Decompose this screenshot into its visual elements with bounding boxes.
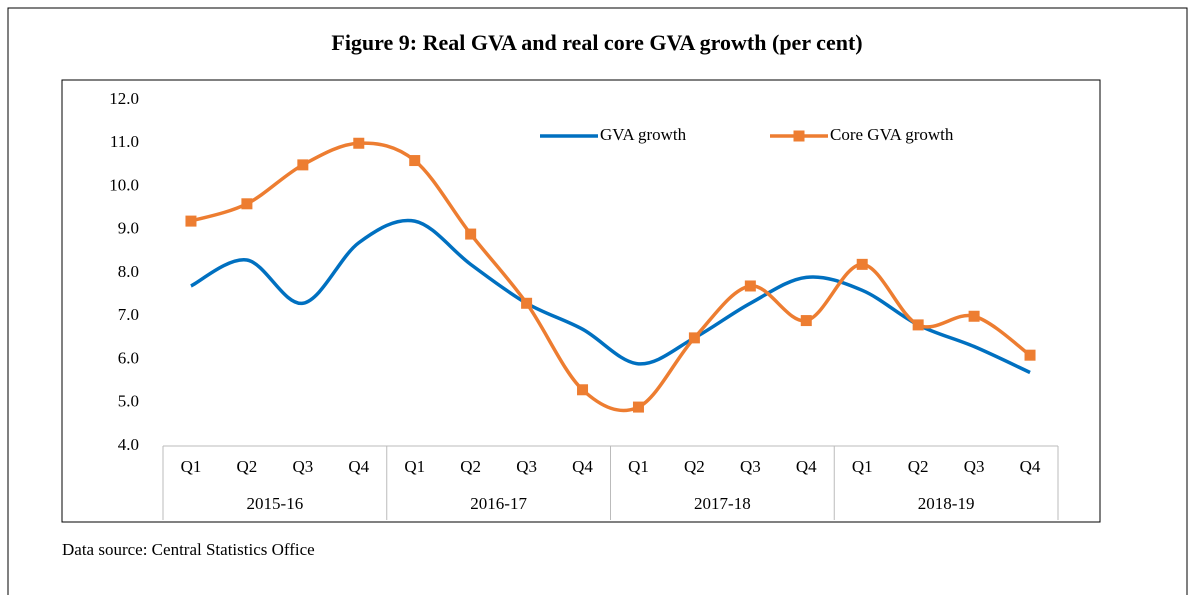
- x-tick-label: Q3: [516, 457, 537, 476]
- y-tick-label: 7.0: [118, 305, 139, 324]
- legend-marker: [793, 130, 805, 142]
- point-marker: [521, 297, 533, 309]
- y-tick-label: 12.0: [109, 89, 139, 108]
- chart-box: [61, 79, 1101, 523]
- x-tick-label: Q3: [740, 457, 761, 476]
- group-label: 2017-18: [694, 494, 751, 513]
- point-marker: [744, 280, 756, 292]
- legend-label: Core GVA growth: [830, 125, 954, 144]
- x-tick-label: Q4: [348, 457, 369, 476]
- y-tick-label: 8.0: [118, 262, 139, 281]
- point-marker: [912, 319, 924, 331]
- x-tick-label: Q3: [292, 457, 313, 476]
- source: Data source: Central Statistics Office: [62, 540, 315, 559]
- point-marker: [409, 155, 421, 167]
- legend-label: GVA growth: [600, 125, 687, 144]
- point-marker: [465, 228, 477, 240]
- point-marker: [577, 384, 589, 396]
- x-tick-label: Q1: [404, 457, 425, 476]
- series-line: [190, 141, 1032, 413]
- group-label: 2015-16: [247, 494, 304, 513]
- series-line: [190, 218, 1031, 375]
- y-tick-label: 5.0: [118, 392, 139, 411]
- x-tick-label: Q1: [181, 457, 202, 476]
- x-tick-label: Q2: [908, 457, 929, 476]
- point-marker: [800, 315, 812, 327]
- group-label: 2018-19: [918, 494, 975, 513]
- point-marker: [688, 332, 700, 344]
- x-tick-label: Q2: [684, 457, 705, 476]
- group-label: 2016-17: [470, 494, 527, 513]
- x-tick-label: Q2: [237, 457, 258, 476]
- point-marker: [185, 215, 197, 227]
- point-marker: [241, 198, 253, 210]
- x-tick-label: Q4: [796, 457, 817, 476]
- point-marker: [968, 310, 980, 322]
- y-tick-label: 9.0: [118, 219, 139, 238]
- x-tick-label: Q1: [852, 457, 873, 476]
- frame: [7, 7, 1188, 595]
- point-marker: [297, 159, 309, 171]
- point-marker: [856, 258, 868, 270]
- y-tick-label: 11.0: [110, 132, 139, 151]
- chart-title: Figure 9: Real GVA and real core GVA gro…: [331, 30, 862, 55]
- point-marker: [632, 401, 644, 413]
- y-tick-label: 10.0: [109, 175, 139, 194]
- x-tick-label: Q4: [1020, 457, 1041, 476]
- x-tick-label: Q3: [964, 457, 985, 476]
- y-tick-label: 4.0: [118, 435, 139, 454]
- y-tick-label: 6.0: [118, 348, 139, 367]
- point-marker: [1024, 349, 1036, 361]
- x-tick-label: Q4: [572, 457, 593, 476]
- point-marker: [353, 137, 365, 149]
- x-tick-label: Q2: [460, 457, 481, 476]
- x-tick-label: Q1: [628, 457, 649, 476]
